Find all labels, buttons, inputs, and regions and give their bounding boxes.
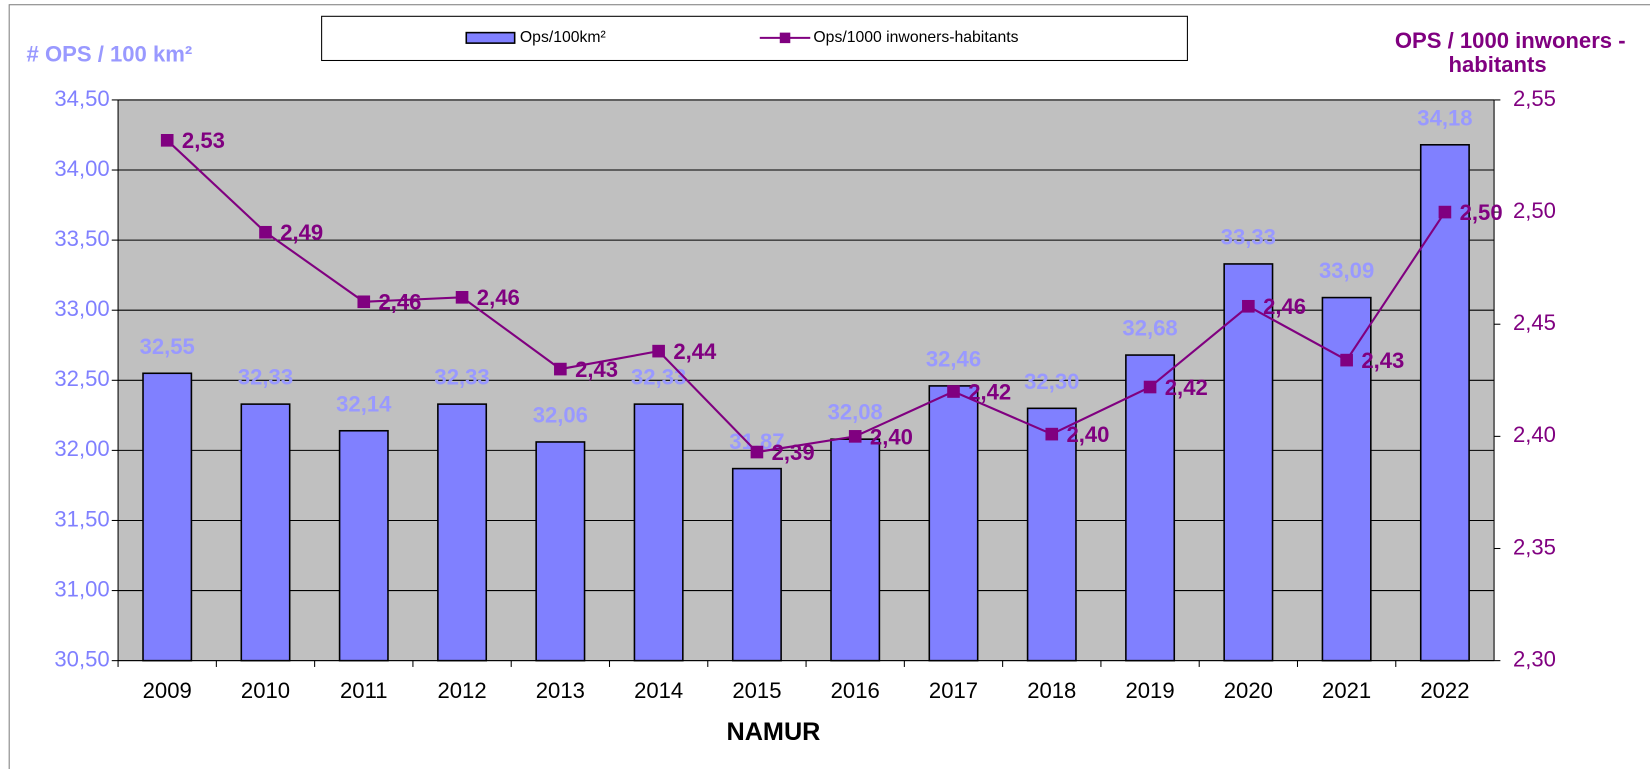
x-tick-label: 2013 — [536, 678, 585, 703]
line-value-label: 2,43 — [575, 357, 618, 382]
line-value-label: 2,39 — [772, 440, 815, 465]
line-marker — [947, 385, 960, 398]
x-tick-label: 2020 — [1224, 678, 1273, 703]
line-marker — [160, 133, 174, 147]
line-value-label: 2,46 — [379, 290, 422, 315]
y-tick-label: 32,50 — [54, 366, 109, 391]
y2-tick-label: 2,30 — [1513, 646, 1556, 671]
line-marker — [848, 430, 862, 443]
y-tick-label: 32,00 — [54, 436, 109, 461]
bar — [338, 429, 389, 662]
y-tick-label: 31,00 — [54, 576, 109, 601]
line-marker — [652, 344, 665, 358]
line-value-label: 2,46 — [1263, 294, 1306, 319]
bar — [142, 372, 193, 662]
x-tick-label: 2015 — [732, 678, 781, 703]
bar — [731, 467, 782, 662]
y2-tick-label: 2,50 — [1513, 198, 1556, 223]
line-value-label: 2,40 — [870, 424, 913, 449]
bar-value-label: 32,06 — [533, 403, 588, 428]
line-marker — [1242, 299, 1255, 313]
bar — [1125, 354, 1176, 662]
line-value-label: 2,43 — [1361, 348, 1404, 373]
bar-value-label: 32,14 — [336, 391, 392, 416]
x-tick-label: 2016 — [831, 678, 880, 703]
bar — [437, 403, 488, 662]
bar-value-label: 32,33 — [434, 365, 489, 390]
line-value-label: 2,50 — [1460, 200, 1503, 225]
y-axis-title: # OPS / 100 km² — [27, 42, 193, 67]
y-tick-label: 34,50 — [54, 86, 109, 111]
y-tick-label: 33,50 — [54, 226, 109, 251]
x-tick-label: 2021 — [1322, 678, 1371, 703]
line-marker — [1340, 353, 1353, 367]
x-tick-label: 2014 — [634, 678, 683, 703]
x-tick-label: 2010 — [241, 678, 290, 703]
y-tick-label: 30,50 — [54, 646, 109, 671]
bar-value-label: 32,46 — [926, 346, 981, 371]
line-value-label: 2,44 — [673, 339, 717, 364]
bar-value-label: 32,30 — [1024, 369, 1079, 394]
line-value-label: 2,42 — [1165, 375, 1208, 400]
line-marker — [357, 295, 371, 309]
y-tick-label: 34,00 — [54, 156, 109, 181]
bar — [1026, 407, 1077, 662]
x-tick-label: 2011 — [340, 678, 387, 703]
y2-axis-title: OPS / 1000 inwoners - — [1395, 28, 1626, 53]
line-value-label: 2,42 — [968, 379, 1011, 404]
line-marker — [750, 445, 764, 459]
line-marker — [1143, 380, 1157, 394]
x-tick-label: 2017 — [929, 678, 978, 703]
y2-tick-label: 2,35 — [1513, 534, 1556, 559]
bar — [928, 385, 979, 662]
line-marker — [1045, 427, 1059, 441]
line-marker — [259, 225, 272, 239]
legend-marker — [779, 32, 791, 44]
bar — [1223, 263, 1274, 662]
legend-label: Ops/1000 inwoners-habitants — [813, 29, 1018, 46]
x-tick-label: 2022 — [1420, 678, 1469, 703]
line-value-label: 2,46 — [477, 285, 520, 310]
line-value-label: 2,49 — [280, 220, 323, 245]
bar-value-label: 32,55 — [140, 334, 195, 359]
bar-value-label: 34,18 — [1417, 105, 1472, 130]
x-tick-label: 2019 — [1126, 678, 1175, 703]
legend — [321, 15, 1188, 62]
x-tick-label: 2009 — [143, 678, 192, 703]
bar — [240, 403, 291, 662]
bar-value-label: 32,33 — [631, 365, 686, 390]
y2-tick-label: 2,45 — [1513, 310, 1556, 335]
bar-value-label: 33,09 — [1319, 258, 1374, 283]
line-marker — [455, 290, 469, 304]
bar — [1419, 144, 1470, 662]
bar-value-label: 32,08 — [828, 400, 883, 425]
x-axis-title: NAMUR — [726, 718, 820, 746]
y-tick-label: 31,50 — [54, 506, 109, 531]
legend-label: Ops/100km² — [520, 29, 606, 46]
x-tick-label: 2012 — [438, 678, 487, 703]
line-marker — [554, 362, 567, 376]
line-marker — [1438, 205, 1452, 219]
bar — [633, 403, 684, 662]
bar-value-label: 32,33 — [238, 365, 293, 390]
y2-axis-title: habitants — [1449, 52, 1547, 77]
bar — [535, 441, 586, 662]
legend-swatch — [465, 31, 516, 44]
y2-tick-label: 2,55 — [1513, 86, 1556, 111]
line-value-label: 2,53 — [182, 128, 225, 153]
y-tick-label: 33,00 — [54, 296, 109, 321]
x-tick-label: 2018 — [1027, 678, 1076, 703]
y2-tick-label: 2,40 — [1513, 422, 1556, 447]
line — [166, 139, 1446, 454]
line-value-label: 2,40 — [1067, 422, 1110, 447]
bar-value-label: 33,33 — [1221, 225, 1276, 250]
bar-value-label: 32,68 — [1122, 316, 1177, 341]
bar — [830, 438, 881, 662]
